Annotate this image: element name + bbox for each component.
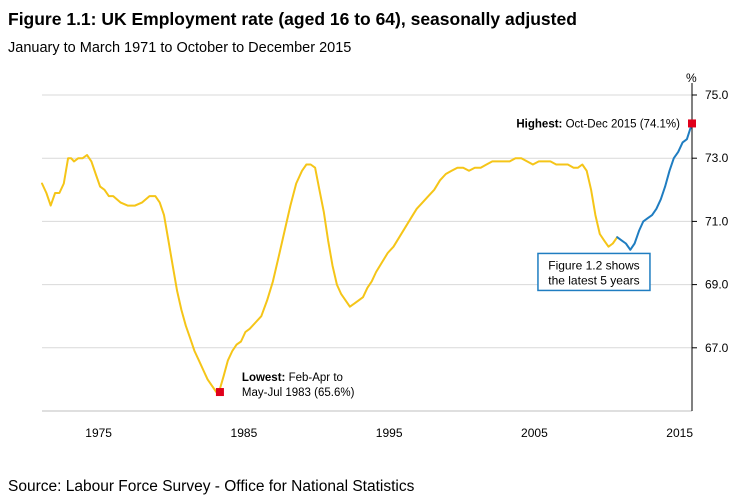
y-tick-label: 67.0 bbox=[705, 341, 729, 355]
lowest-label-line-2: May-Jul 1983 (65.6%) bbox=[242, 387, 355, 399]
x-tick-label: 1975 bbox=[85, 426, 112, 440]
highest-annotation: Highest: Oct-Dec 2015 (74.1%) bbox=[516, 118, 696, 130]
figure-1-2-callout: Figure 1.2 shows the latest 5 years bbox=[537, 252, 651, 292]
x-tick-label: 1985 bbox=[231, 426, 258, 440]
x-tick-label: 1995 bbox=[376, 426, 403, 440]
series-line-2010-2015 bbox=[616, 122, 693, 251]
highest-label-bold: Highest: bbox=[516, 118, 562, 130]
figure-subtitle: January to March 1971 to October to Dece… bbox=[8, 40, 352, 56]
lowest-annotation: Lowest: Feb-Apr to May-Jul 1983 (65.6%) bbox=[215, 372, 355, 399]
callout-box bbox=[537, 252, 651, 292]
series bbox=[41, 122, 693, 393]
y-tick-label: 71.0 bbox=[705, 214, 729, 228]
x-tick-label: 2005 bbox=[521, 426, 548, 440]
x-tick-label: 2015 bbox=[666, 426, 693, 440]
highest-label: Highest: Oct-Dec 2015 (74.1%) bbox=[516, 118, 680, 130]
employment-rate-chart: % 67.0 69.0 71.0 73.0 75.0 1975 1985 1995 2005 2… bbox=[41, 71, 729, 440]
y-axis-ticks: 67.0 69.0 71.0 73.0 75.0 bbox=[692, 88, 729, 355]
axes: % bbox=[42, 71, 697, 412]
lowest-label-line-1: Lowest: Feb-Apr to bbox=[242, 372, 343, 384]
y-tick-label: 69.0 bbox=[705, 278, 729, 292]
lowest-label-line-1-value: Feb-Apr to bbox=[289, 372, 343, 384]
y-tick-label: 73.0 bbox=[705, 151, 729, 165]
callout-text-line-1: Figure 1.2 shows bbox=[548, 258, 639, 272]
lowest-label-bold: Lowest: bbox=[242, 372, 285, 384]
series-line-1971-2010 bbox=[41, 154, 619, 393]
source-note: Source: Labour Force Survey - Office for… bbox=[8, 478, 415, 495]
callout-text-line-2: the latest 5 years bbox=[548, 273, 639, 287]
highest-point-marker bbox=[688, 119, 696, 128]
highest-label-value: Oct-Dec 2015 (74.1%) bbox=[566, 118, 681, 130]
y-axis-unit-label: % bbox=[686, 71, 697, 85]
y-tick-label: 75.0 bbox=[705, 88, 729, 102]
x-axis-ticks: 1975 1985 1995 2005 2015 bbox=[85, 426, 693, 440]
figure-title: Figure 1.1: UK Employment rate (aged 16 … bbox=[8, 9, 577, 29]
lowest-point-marker bbox=[215, 388, 224, 397]
